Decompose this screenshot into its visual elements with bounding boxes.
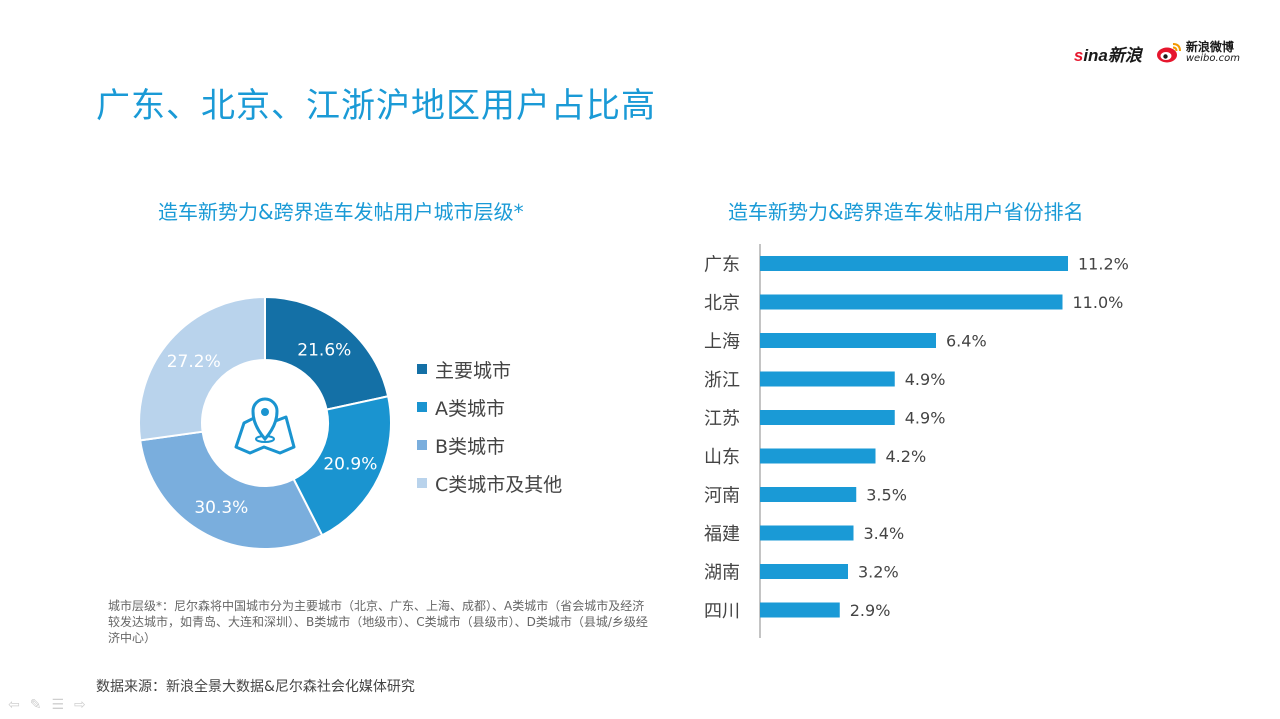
donut-chart: 21.6% 20.9% 30.3% 27.2% <box>138 296 392 550</box>
donut-slice-label: 21.6% <box>297 340 351 360</box>
page-title: 广东、北京、江浙沪地区用户占比高 <box>96 86 656 126</box>
bar-value-label: 3.5% <box>866 486 907 505</box>
pen-icon[interactable]: ✎ <box>29 697 42 713</box>
legend-label: B类城市 <box>435 435 506 458</box>
bar <box>760 487 857 502</box>
bar-category-label: 福建 <box>704 524 740 545</box>
weibo-label: 新浪微博 <box>1185 40 1234 54</box>
weibo-eye-icon <box>1156 43 1181 63</box>
footnote: 城市层级*：尼尔森将中国城市分为主要城市（北京、广东、上海、成都）、A类城市（省… <box>108 599 648 645</box>
donut-slice <box>292 395 392 537</box>
bar <box>760 602 840 618</box>
bar-category-label: 河南 <box>704 486 740 507</box>
legend-swatch <box>417 364 427 374</box>
bar <box>760 333 936 348</box>
data-source: 数据来源：新浪全景大数据&尼尔森社会化媒体研究 <box>96 679 415 695</box>
arrow-left-icon[interactable]: ⇦ <box>8 697 20 713</box>
bar-category-label: 山东 <box>704 447 740 468</box>
legend-label: C类城市及其他 <box>435 473 563 496</box>
legend-label: 主要城市 <box>435 359 512 382</box>
map-pin-icon <box>234 397 296 455</box>
bar-chart-title: 造车新势力&跨界造车发帖用户省份排名 <box>728 200 1084 224</box>
bar <box>760 256 1068 271</box>
donut-slice-label: 30.3% <box>194 498 248 518</box>
bar-value-label: 6.4% <box>946 332 987 351</box>
bar-category-label: 上海 <box>704 332 740 353</box>
bar-value-label: 11.0% <box>1073 293 1124 312</box>
sina-logo: sina新浪 <box>1073 45 1142 65</box>
bar-value-label: 2.9% <box>850 601 891 620</box>
legend-item: B类城市 <box>417 426 562 464</box>
legend-item: 主要城市 <box>417 350 562 388</box>
bar <box>760 564 848 579</box>
donut-slice <box>138 296 266 442</box>
bar-category-label: 广东 <box>704 255 740 276</box>
bar <box>760 448 876 464</box>
bar-chart: 广东 11.2% 北京 11.0% 上海 6.4% 浙江 4.9% 江苏 4.9% 山东 4.2% 河南… <box>704 244 1129 638</box>
bar-value-label: 3.2% <box>858 563 899 582</box>
bar-category-label: 湖南 <box>704 563 740 584</box>
bar <box>760 294 1063 310</box>
legend-item: A类城市 <box>417 388 562 426</box>
bar-value-label: 4.9% <box>905 370 946 389</box>
bar-value-label: 4.9% <box>905 409 946 428</box>
legend-label: A类城市 <box>435 397 505 420</box>
donut-legend: 主要城市 A类城市 B类城市 C类城市及其他 <box>417 350 562 502</box>
donut-chart-title: 造车新势力&跨界造车发帖用户城市层级* <box>158 200 524 224</box>
bar-category-label: 江苏 <box>704 409 740 430</box>
bar <box>760 371 895 387</box>
bar-value-label: 11.2% <box>1078 255 1129 274</box>
weibo-logo: 新浪微博 weibo.com <box>1156 40 1240 66</box>
bar-category-label: 北京 <box>704 293 740 314</box>
logo-area: sina新浪 新浪微博 weibo.com <box>1074 40 1240 66</box>
bar-category-label: 浙江 <box>704 370 740 391</box>
donut-slice-label: 27.2% <box>167 352 221 372</box>
legend-swatch <box>417 440 427 450</box>
menu-icon[interactable]: ☰ <box>51 697 65 713</box>
legend-swatch <box>417 402 427 412</box>
bar-category-label: 四川 <box>704 601 740 622</box>
arrow-right-icon[interactable]: ⇨ <box>74 697 86 713</box>
bar-value-label: 4.2% <box>886 447 927 466</box>
legend-item: C类城市及其他 <box>417 464 562 502</box>
donut-slice-label: 20.9% <box>323 455 377 475</box>
bar <box>760 410 895 425</box>
weibo-url: weibo.com <box>1185 53 1240 64</box>
slide-nav: ⇦ ✎ ☰ ⇨ <box>8 697 86 713</box>
donut-slice <box>264 296 390 411</box>
bar <box>760 525 854 541</box>
donut-slice <box>139 430 324 550</box>
legend-swatch <box>417 478 427 488</box>
bar-value-label: 3.4% <box>864 524 905 543</box>
